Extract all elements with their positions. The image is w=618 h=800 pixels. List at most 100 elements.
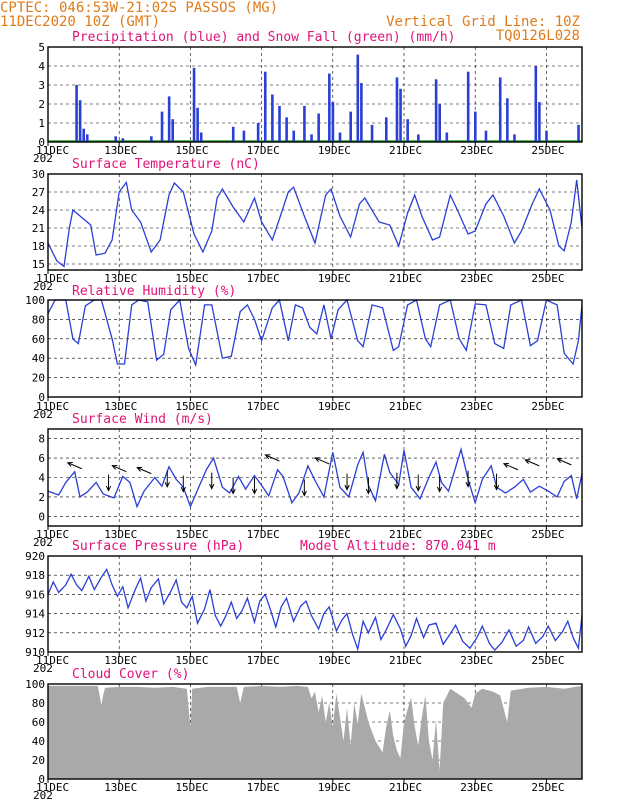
x-tick-label: 19DEC <box>318 400 351 413</box>
wind-arrow-head <box>301 490 307 497</box>
y-tick-label: 80 <box>32 697 45 710</box>
x-tick-label: 11DEC <box>36 654 69 667</box>
x-tick-label: 13DEC <box>104 144 137 157</box>
x-tick-label: 25DEC <box>531 400 564 413</box>
wind-arrow-head <box>415 485 421 492</box>
year-stub: 202 <box>33 280 53 293</box>
x-tick-label: 25DEC <box>531 781 564 794</box>
series-line <box>47 179 583 268</box>
y-tick-label: 5 <box>38 41 45 54</box>
series-line <box>47 446 583 509</box>
x-tick-label: 21DEC <box>389 400 422 413</box>
precip-bar <box>434 79 438 142</box>
panel-3: Relative Humidity (%) 11DEC 13DEC 15DEC 17DE… <box>25 284 583 421</box>
precip-bar <box>498 77 502 142</box>
x-tick-label: 17DEC <box>247 144 280 157</box>
precip-bar <box>278 105 281 142</box>
y-tick-label: 0 <box>38 391 45 404</box>
precip-bar <box>121 138 125 142</box>
wind-arrow-head <box>524 459 531 464</box>
x-tick-label: 15DEC <box>175 528 208 541</box>
wind-arrow <box>112 465 127 473</box>
precip-bar <box>199 132 203 142</box>
y-tick-label: 40 <box>32 352 45 365</box>
y-tick-label: 80 <box>32 313 45 326</box>
wind-arrow-head <box>180 486 186 493</box>
wind-arrow-head <box>164 481 170 488</box>
x-tick-label: 13DEC <box>104 654 137 667</box>
x-tick-label: 23DEC <box>460 781 493 794</box>
wind-arrow <box>557 458 572 466</box>
precip-bar <box>192 67 196 142</box>
x-tick-label: 21DEC <box>389 654 422 667</box>
x-tick-label: 15DEC <box>175 400 208 413</box>
precip-bar <box>242 130 246 142</box>
y-tick-label: 910 <box>25 646 45 659</box>
wind-arrow-head <box>66 462 73 467</box>
precip-bar <box>256 123 260 142</box>
run-date: 11DEC2020 10Z (GMT) <box>0 14 160 30</box>
wind-arrow-head <box>209 483 215 490</box>
x-tick-label: 17DEC <box>247 528 280 541</box>
precip-bar <box>338 132 342 142</box>
year-stub: 202 <box>33 152 53 165</box>
panels: Precipitation (blue) and Snow Fall (gree… <box>25 30 583 800</box>
precip-bar <box>196 107 199 142</box>
precip-bar <box>285 117 288 142</box>
station-line: CPTEC: 046:53W-21:02S PASSOS (MG) <box>0 0 278 16</box>
panel-title: Surface Temperature (nC) <box>72 157 260 172</box>
y-tick-label: 0 <box>38 510 45 523</box>
y-tick-label: 916 <box>25 588 45 601</box>
y-tick-label: 914 <box>25 608 45 621</box>
precip-bar <box>399 88 402 142</box>
precip-bar <box>417 134 420 142</box>
precip-bar <box>438 104 441 142</box>
wind-arrow-head <box>251 488 258 495</box>
wind-arrow-head <box>556 458 563 463</box>
y-tick-label: 918 <box>25 569 45 582</box>
y-tick-label: 60 <box>32 333 45 346</box>
x-tick-label: 25DEC <box>531 272 564 285</box>
precip-bar <box>231 126 235 142</box>
y-tick-label: 40 <box>32 735 45 748</box>
y-tick-label: 27 <box>32 186 45 199</box>
y-tick-label: 6 <box>38 452 45 465</box>
wind-arrow <box>137 467 152 475</box>
x-tick-label: 21DEC <box>389 528 422 541</box>
x-tick-label: 23DEC <box>460 654 493 667</box>
wind-arrow <box>67 462 83 470</box>
y-tick-label: 2 <box>38 491 45 504</box>
x-tick-label: 13DEC <box>104 528 137 541</box>
panel-frame <box>47 173 583 271</box>
x-tick-label: 11DEC <box>36 528 69 541</box>
wind-arrow-head <box>394 483 400 490</box>
panel-frame <box>47 428 583 527</box>
wind-arrow-head <box>436 486 443 493</box>
wind-arrow-head <box>465 481 471 488</box>
x-tick-label: 15DEC <box>175 781 208 794</box>
y-tick-label: 20 <box>32 372 45 385</box>
precip-bar <box>303 105 306 142</box>
y-tick-label: 2 <box>38 98 45 111</box>
panel-title: Surface Wind (m/s) <box>72 412 213 427</box>
wind-arrow-head <box>502 463 509 468</box>
wind-arrow <box>503 463 519 471</box>
precip-bar <box>75 85 78 142</box>
panel-title: Cloud Cover (%) <box>72 667 189 682</box>
y-tick-label: 0 <box>38 136 45 149</box>
panel-frame <box>47 46 583 143</box>
y-tick-label: 60 <box>32 716 45 729</box>
x-tick-label: 13DEC <box>104 400 137 413</box>
y-tick-label: 0 <box>38 773 45 786</box>
cloud-cover-area <box>48 685 582 779</box>
y-tick-label: 4 <box>38 60 45 73</box>
y-tick-label: 20 <box>32 754 45 767</box>
year-stub: 202 <box>33 408 53 421</box>
wind-arrow-head <box>344 484 350 491</box>
y-tick-label: 100 <box>25 294 45 307</box>
precip-bar <box>114 136 118 142</box>
x-tick-label: 11DEC <box>36 272 69 285</box>
x-tick-label: 25DEC <box>531 144 564 157</box>
x-tick-label: 23DEC <box>460 144 493 157</box>
